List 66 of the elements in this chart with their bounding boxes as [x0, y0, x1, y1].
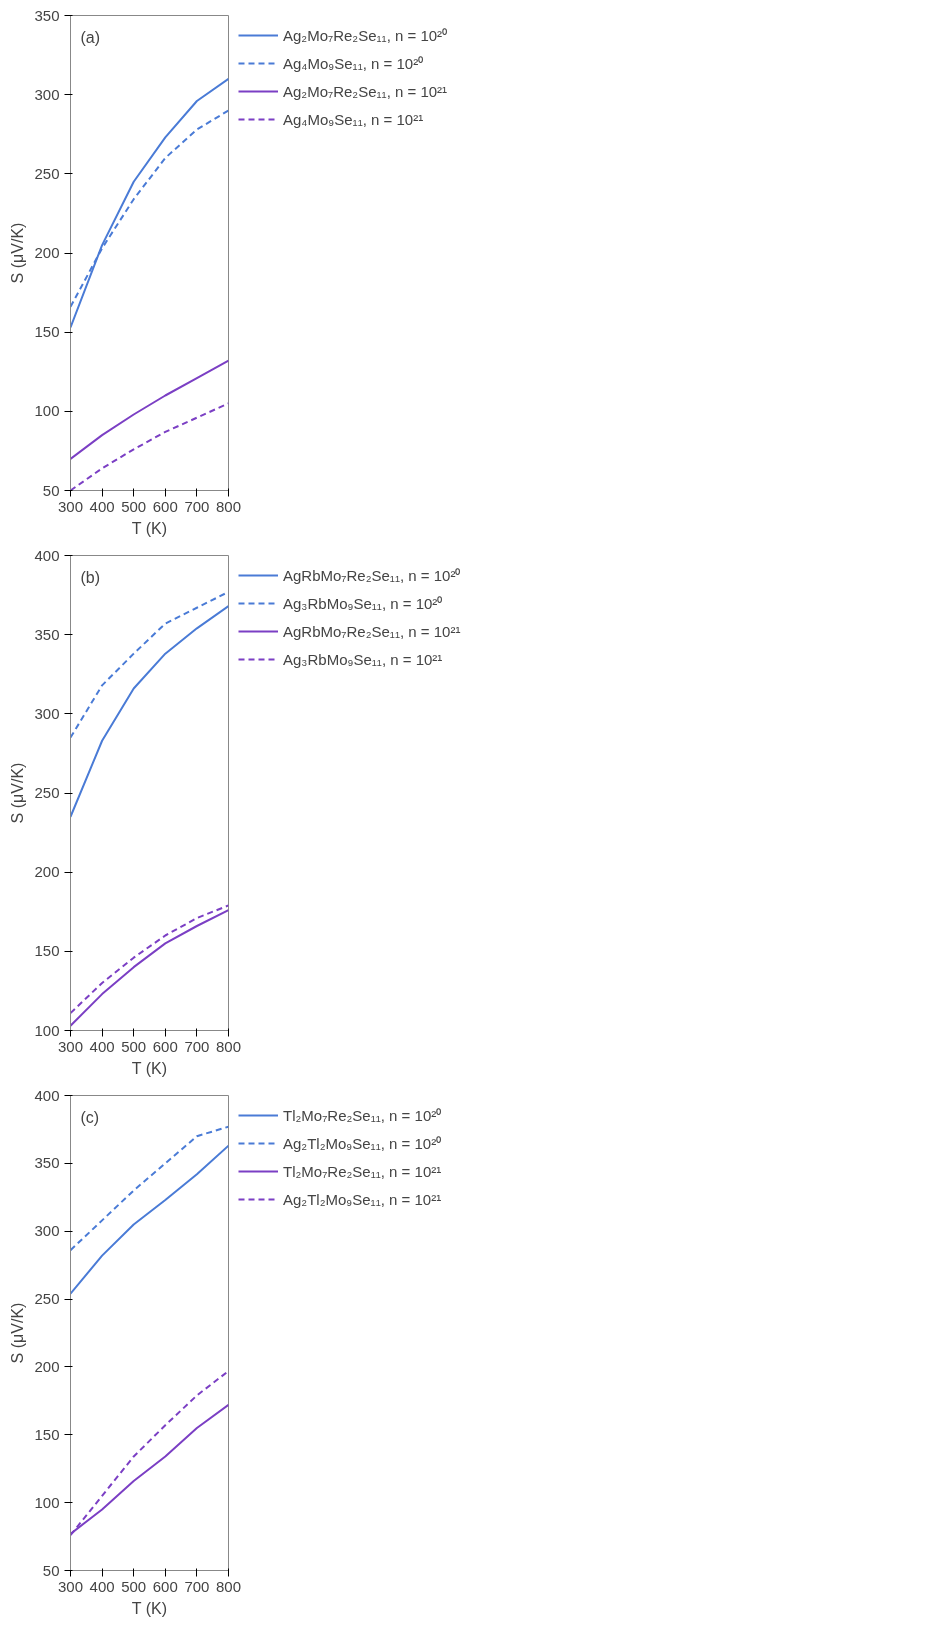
y-tick-label: 100 — [34, 1021, 60, 1039]
y-tick-label: 150 — [34, 323, 60, 341]
y-tick-label: 400 — [34, 546, 60, 564]
y-tick-label: 100 — [34, 1493, 60, 1511]
legend-label: Tl₂Mo₇Re₂Se₁₁, n = 10²⁰ — [283, 1106, 442, 1125]
annotation: (c) — [80, 1108, 100, 1126]
x-axis-title: T (K) — [131, 519, 167, 537]
legend-label: Ag₄Mo₉Se₁₁, n = 10²⁰ — [283, 54, 424, 73]
y-tick-label: 250 — [34, 164, 60, 182]
x-tick-label: 500 — [121, 1037, 147, 1055]
legend-label: Ag₂Mo₇Re₂Se₁₁, n = 10²⁰ — [283, 26, 448, 45]
x-tick-label: 600 — [152, 1577, 178, 1595]
legend-label: Ag₃RbMo₉Se₁₁, n = 10²¹ — [283, 650, 443, 668]
x-tick-label: 400 — [89, 1037, 115, 1055]
x-tick-label: 300 — [57, 1577, 84, 1595]
line-series — [70, 1144, 229, 1295]
legend-label: Ag₃RbMo₉Se₁₁, n = 10²⁰ — [283, 594, 443, 613]
line-series — [70, 77, 229, 329]
y-tick-label: 250 — [34, 1290, 60, 1308]
x-axis-title: T (K) — [131, 1059, 167, 1077]
x-axis-title: T (K) — [131, 1599, 167, 1617]
x-tick-label: 800 — [215, 1037, 242, 1055]
x-tick-label: 500 — [121, 1577, 147, 1595]
line-series — [70, 1125, 229, 1252]
x-tick-label: 400 — [89, 497, 115, 515]
y-tick-label: 250 — [34, 784, 60, 801]
x-tick-label: 500 — [121, 497, 147, 515]
y-tick-label: 200 — [34, 863, 60, 881]
legend-label: Ag₂Tl₂Mo₉Se₁₁, n = 10²¹ — [283, 1190, 442, 1208]
annotation: (a) — [80, 28, 101, 46]
legend-label: Tl₂Mo₇Re₂Se₁₁, n = 10²¹ — [283, 1162, 442, 1180]
legend-label: Ag₄Mo₉Se₁₁, n = 10²¹ — [283, 110, 424, 128]
line-series — [70, 605, 229, 818]
legend-label: Ag₂Mo₇Re₂Se₁₁, n = 10²¹ — [283, 82, 448, 100]
x-tick-label: 300 — [57, 497, 84, 515]
y-tick-label: 350 — [34, 1154, 60, 1172]
y-tick-label: 300 — [34, 1222, 60, 1240]
y-tick-label: 50 — [42, 1561, 60, 1579]
x-tick-label: 400 — [89, 1577, 115, 1595]
x-tick-label: 800 — [215, 1577, 242, 1595]
x-tick-label: 700 — [184, 1037, 210, 1055]
x-tick-label: 300 — [57, 1037, 84, 1055]
annotation: (b) — [80, 568, 101, 586]
legend-label: Ag₂Tl₂Mo₉Se₁₁, n = 10²⁰ — [283, 1134, 442, 1153]
x-tick-label: 700 — [184, 1577, 210, 1595]
y-tick-label: 200 — [34, 1357, 60, 1375]
x-tick-label: 600 — [152, 1037, 178, 1055]
legend-label: AgRbMo₇Re₂Se₁₁, n = 10²¹ — [283, 622, 461, 640]
y-tick-label: 100 — [34, 402, 60, 420]
y-tick-label: 150 — [34, 942, 60, 960]
legend-label: AgRbMo₇Re₂Se₁₁, n = 10²⁰ — [283, 566, 461, 585]
y-tick-label: 200 — [34, 244, 60, 261]
y-tick-label: 400 — [34, 1086, 60, 1104]
x-tick-label: 600 — [152, 497, 178, 515]
y-tick-label: 350 — [34, 6, 60, 24]
y-tick-label: 300 — [34, 85, 60, 103]
line-series — [70, 359, 229, 460]
x-tick-label: 700 — [184, 497, 210, 515]
y-axis-title: S (μV/K) — [9, 1302, 27, 1364]
x-tick-label: 800 — [215, 497, 242, 515]
y-axis-title: S (μV/K) — [9, 762, 27, 824]
y-tick-label: 350 — [34, 625, 60, 643]
y-tick-label: 300 — [34, 704, 60, 722]
y-tick-label: 150 — [34, 1425, 60, 1443]
y-axis-title: S (μV/K) — [9, 222, 27, 284]
y-tick-label: 50 — [42, 481, 60, 499]
